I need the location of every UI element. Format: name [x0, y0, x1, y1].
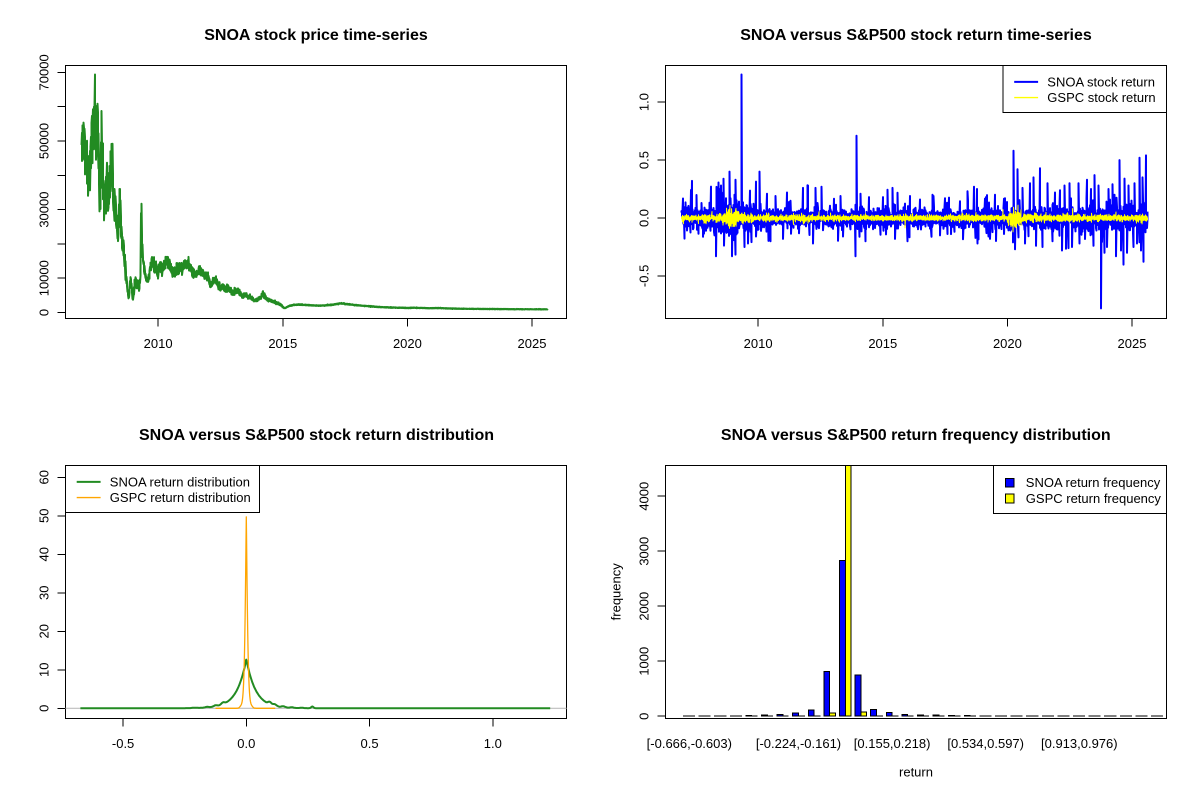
svg-text:SNOA versus S&P500 stock retur: SNOA versus S&P500 stock return time-ser…: [740, 27, 1092, 44]
svg-text:return: return: [899, 764, 933, 779]
svg-text:30: 30: [37, 586, 52, 600]
svg-text:frequency: frequency: [609, 563, 624, 621]
svg-text:2010: 2010: [144, 336, 173, 351]
svg-text:2025: 2025: [518, 336, 547, 351]
svg-text:-0.5: -0.5: [112, 736, 134, 751]
svg-text:1.0: 1.0: [637, 93, 652, 111]
svg-text:SNOA stock price time-series: SNOA stock price time-series: [204, 27, 428, 44]
svg-text:GSPC return frequency: GSPC return frequency: [1026, 491, 1162, 506]
svg-text:SNOA return frequency: SNOA return frequency: [1026, 475, 1161, 490]
svg-text:2015: 2015: [268, 336, 297, 351]
svg-text:40: 40: [37, 547, 52, 561]
svg-text:50: 50: [37, 509, 52, 523]
svg-text:2000: 2000: [637, 592, 652, 621]
svg-text:1000: 1000: [637, 647, 652, 676]
svg-text:30000: 30000: [37, 192, 52, 228]
svg-text:0.0: 0.0: [237, 736, 255, 751]
svg-text:-0.5: -0.5: [637, 265, 652, 287]
svg-text:2020: 2020: [393, 336, 422, 351]
svg-text:GSPC return distribution: GSPC return distribution: [110, 490, 251, 505]
svg-text:0: 0: [37, 705, 52, 712]
svg-text:10000: 10000: [37, 260, 52, 296]
svg-text:2015: 2015: [868, 336, 897, 351]
svg-text:0.0: 0.0: [637, 209, 652, 227]
svg-text:[-0.666,-0.603): [-0.666,-0.603): [647, 736, 732, 751]
svg-text:70000: 70000: [37, 54, 52, 90]
svg-text:[0.913,0.976): [0.913,0.976): [1041, 736, 1118, 751]
svg-text:GSPC stock return: GSPC stock return: [1047, 90, 1155, 105]
svg-text:0: 0: [637, 713, 652, 720]
svg-text:SNOA stock return: SNOA stock return: [1047, 75, 1155, 90]
svg-text:3000: 3000: [637, 537, 652, 566]
svg-text:2020: 2020: [993, 336, 1022, 351]
svg-text:SNOA return distribution: SNOA return distribution: [110, 475, 250, 490]
svg-text:[0.534,0.597): [0.534,0.597): [947, 736, 1024, 751]
svg-text:0.5: 0.5: [361, 736, 379, 751]
svg-text:0.5: 0.5: [637, 151, 652, 169]
svg-text:SNOA versus S&P500 return freq: SNOA versus S&P500 return frequency dist…: [721, 427, 1111, 444]
svg-text:SNOA versus S&P500 stock retur: SNOA versus S&P500 stock return distribu…: [139, 427, 494, 444]
svg-text:20: 20: [37, 624, 52, 638]
svg-text:50000: 50000: [37, 123, 52, 159]
svg-text:2010: 2010: [744, 336, 773, 351]
svg-text:4000: 4000: [637, 482, 652, 511]
svg-text:0: 0: [37, 309, 52, 316]
svg-text:[-0.224,-0.161): [-0.224,-0.161): [756, 736, 841, 751]
svg-text:2025: 2025: [1118, 336, 1147, 351]
svg-text:1.0: 1.0: [484, 736, 502, 751]
svg-text:60: 60: [37, 470, 52, 484]
svg-text:10: 10: [37, 663, 52, 677]
svg-text:[0.155,0.218): [0.155,0.218): [854, 736, 931, 751]
